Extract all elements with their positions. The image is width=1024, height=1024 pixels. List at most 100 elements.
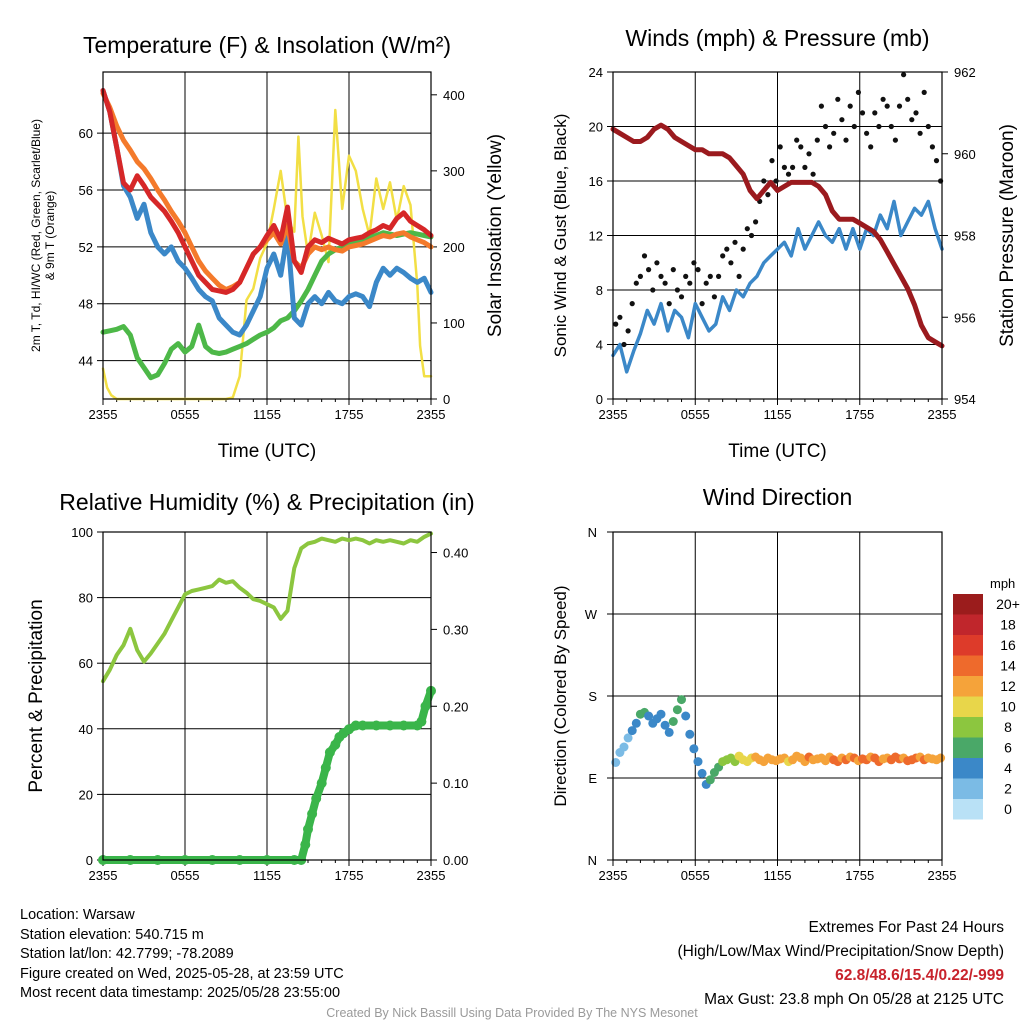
gust-point — [868, 144, 874, 150]
legend-swatch — [953, 655, 983, 676]
gust-point — [740, 246, 746, 252]
plot-border — [612, 71, 943, 400]
credit-line: Created By Nick Bassill Using Data Provi… — [326, 1006, 698, 1020]
y2-tick-label: 0.30 — [443, 622, 468, 637]
gust-point — [641, 253, 648, 259]
gust-point — [917, 130, 923, 136]
chart-title: Temperature (F) & Insolation (W/m²) — [83, 32, 451, 58]
y2-tick-label: 300 — [443, 164, 465, 179]
y2-tick-label: 200 — [443, 240, 465, 255]
y-tick-label: 48 — [79, 297, 93, 312]
precip-point — [316, 778, 327, 789]
legend-swatch — [953, 635, 983, 656]
gust-point — [913, 110, 919, 116]
series-line-dewpoint — [100, 230, 434, 381]
y-axis-label: Direction (Colored By Speed) — [551, 585, 570, 806]
precip-point — [303, 824, 313, 835]
series-line-pressure — [610, 122, 945, 349]
y2-tick-label: 0.20 — [443, 699, 468, 714]
legend-label: 4 — [1004, 760, 1012, 776]
precip-point — [324, 747, 335, 758]
gust-point — [687, 280, 693, 286]
gust-point — [728, 260, 734, 266]
gust-point — [839, 117, 845, 123]
x-tick-label: 1155 — [253, 407, 281, 422]
y2-tick-label: 0.10 — [443, 776, 468, 791]
direction-point — [697, 768, 707, 778]
legend-label: 16 — [1000, 637, 1016, 653]
temperature-panel: Temperature (F) & Insolation (W/m²)2355 0… — [29, 32, 506, 462]
extremes-info: Extremes For Past 24 Hours (High/Low/Max… — [678, 916, 1005, 1012]
x-tick-label: 2355 — [928, 407, 957, 422]
extremes-legend: (High/Low/Max Wind/Precipitation/Snow De… — [677, 943, 1005, 960]
gust-point — [716, 273, 722, 279]
gust-point — [798, 144, 804, 150]
legend-label: 20+ — [996, 596, 1020, 612]
y-tick-label: 20 — [589, 120, 603, 135]
y2-tick-label: 960 — [954, 147, 976, 162]
x-tick-label: 2355 — [928, 868, 957, 883]
gust-point — [790, 164, 796, 170]
direction-point — [705, 775, 715, 785]
winds-pressure-panel: Winds (mph) & Pressure (mb) 2355 0555 1155 1… — [551, 25, 1018, 462]
direction-point — [685, 729, 695, 739]
legend-swatch — [953, 737, 983, 758]
precip-point — [350, 720, 361, 731]
y2-tick-label: 0.00 — [443, 853, 468, 868]
precip-point — [320, 762, 331, 773]
legend-swatch — [953, 758, 983, 779]
y2-tick-label: 100 — [443, 316, 465, 331]
gust-point — [909, 117, 915, 123]
gust-point — [707, 273, 713, 279]
y2-tick-label: 954 — [954, 392, 976, 407]
created-text: Figure created on Wed, 2025-05-28, at 23… — [20, 965, 344, 982]
gust-point — [748, 232, 755, 239]
y-tick-label: 52 — [79, 240, 93, 255]
figure-canvas: Temperature (F) & Insolation (W/m²) 2355 0… — [26, 25, 1020, 883]
gust-point — [921, 89, 927, 95]
precip-point — [300, 839, 311, 850]
gust-point — [884, 103, 890, 109]
gust-point — [699, 301, 705, 307]
max-gust-text: Max Gust: 23.8 mph On 05/28 at 2125 UTC — [704, 991, 1004, 1008]
direction-point — [668, 717, 678, 726]
legend-swatch — [953, 614, 983, 635]
y-tick-label: 56 — [79, 183, 93, 198]
direction-point — [693, 757, 703, 767]
legend-label: 14 — [1000, 658, 1016, 674]
y-tick-label: N — [588, 525, 597, 540]
direction-point — [660, 720, 670, 730]
gust-point — [703, 280, 709, 286]
direction-point — [623, 733, 633, 743]
chart-title: Winds (mph) & Pressure (mb) — [625, 25, 929, 51]
gust-point — [765, 192, 771, 198]
y-tick-label: 0 — [596, 392, 603, 407]
y-axis-label: 2m T, Td, HI/WC (Red, Green, Scarlet/Blu… — [29, 119, 43, 352]
precip-point — [371, 720, 382, 731]
direction-point — [619, 742, 629, 752]
y2-tick-label: 0 — [443, 392, 450, 407]
legend-title: mph — [990, 576, 1015, 591]
y2-tick-label: 400 — [443, 88, 465, 103]
gust-point — [621, 341, 627, 348]
chart-title: Relative Humidity (%) & Precipitation (i… — [59, 489, 474, 515]
legend-label: 10 — [1000, 699, 1016, 715]
direction-point — [681, 711, 691, 721]
y-tick-label: 8 — [596, 283, 603, 298]
elevation-text: Station elevation: 540.715 m — [20, 926, 204, 943]
x-tick-label: 0555 — [171, 407, 200, 422]
station-info: Location: Warsaw Station elevation: 540.… — [20, 906, 344, 1004]
x-axis-label: Time (UTC) — [218, 441, 317, 462]
legend-swatch — [953, 717, 983, 738]
gust-point — [892, 137, 899, 143]
series-line-wind — [611, 199, 944, 374]
gust-point — [835, 96, 841, 102]
x-tick-label: 1755 — [845, 407, 874, 422]
direction-point — [644, 711, 654, 721]
legend-label: 2 — [1004, 781, 1012, 797]
y2-axis-label: Solar Insolation (Yellow) — [485, 134, 506, 337]
gust-point — [872, 110, 878, 116]
gust-point — [818, 103, 825, 109]
y-axis-label: Sonic Wind & Gust (Blue, Black) — [551, 114, 570, 358]
x-tick-label: 1755 — [335, 407, 364, 422]
